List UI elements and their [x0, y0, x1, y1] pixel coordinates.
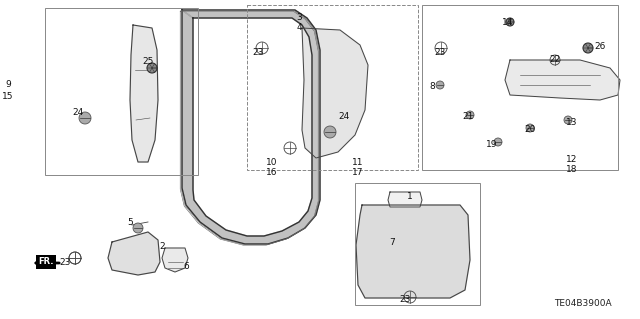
- Polygon shape: [130, 25, 158, 162]
- Bar: [45, 8, 198, 175]
- Text: 12: 12: [566, 155, 578, 164]
- Circle shape: [324, 126, 336, 138]
- Circle shape: [79, 112, 91, 124]
- Circle shape: [506, 18, 514, 26]
- Text: 23: 23: [60, 258, 70, 267]
- Text: 14: 14: [502, 18, 514, 27]
- Text: 17: 17: [352, 168, 364, 177]
- Text: 18: 18: [566, 165, 578, 174]
- Text: 22: 22: [549, 55, 561, 64]
- Text: 20: 20: [524, 125, 536, 134]
- Text: 7: 7: [389, 238, 395, 247]
- Text: 15: 15: [3, 92, 13, 101]
- Text: 2: 2: [159, 242, 165, 251]
- Text: 23: 23: [435, 48, 445, 57]
- Text: 8: 8: [429, 82, 435, 91]
- Text: 13: 13: [566, 118, 578, 127]
- Polygon shape: [388, 192, 422, 207]
- Text: 21: 21: [462, 112, 474, 121]
- Circle shape: [526, 124, 534, 132]
- Bar: [422, 5, 618, 170]
- Text: 3: 3: [296, 13, 302, 22]
- Text: 5: 5: [127, 218, 133, 227]
- Circle shape: [466, 111, 474, 119]
- Polygon shape: [162, 248, 188, 272]
- Polygon shape: [302, 28, 368, 158]
- Circle shape: [436, 81, 444, 89]
- Text: 24: 24: [339, 112, 349, 121]
- Circle shape: [564, 116, 572, 124]
- Text: 19: 19: [486, 140, 498, 149]
- Text: 23: 23: [252, 48, 264, 57]
- Text: 16: 16: [266, 168, 278, 177]
- Text: 4: 4: [296, 23, 302, 32]
- Text: 26: 26: [595, 42, 605, 51]
- Text: 11: 11: [352, 158, 364, 167]
- Text: 1: 1: [407, 192, 413, 201]
- Text: 6: 6: [183, 262, 189, 271]
- Text: 23: 23: [399, 295, 411, 304]
- Text: 24: 24: [72, 108, 84, 117]
- Bar: [355, 183, 480, 305]
- Polygon shape: [108, 232, 160, 275]
- Polygon shape: [505, 60, 620, 100]
- Polygon shape: [356, 205, 470, 298]
- Polygon shape: [182, 10, 320, 244]
- Circle shape: [147, 63, 157, 73]
- Text: 25: 25: [142, 57, 154, 66]
- Text: 9: 9: [5, 80, 11, 89]
- Circle shape: [494, 138, 502, 146]
- Text: TE04B3900A: TE04B3900A: [554, 299, 612, 308]
- Text: FR.: FR.: [38, 257, 54, 266]
- Bar: [247, 5, 418, 170]
- Text: 10: 10: [266, 158, 278, 167]
- Circle shape: [133, 223, 143, 233]
- Circle shape: [583, 43, 593, 53]
